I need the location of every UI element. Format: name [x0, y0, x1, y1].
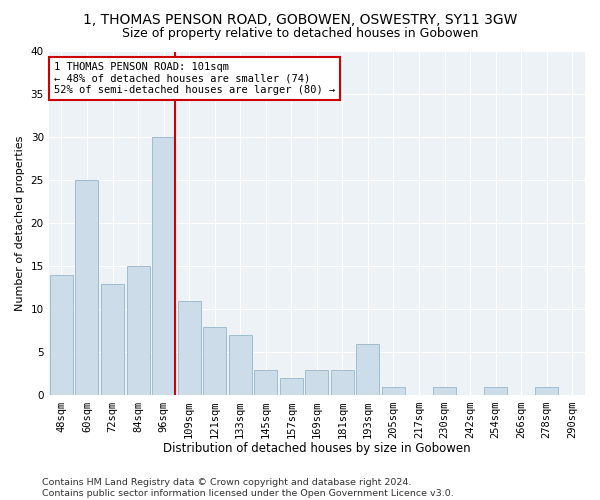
Bar — [280, 378, 303, 396]
Bar — [50, 275, 73, 396]
Bar — [331, 370, 354, 396]
Bar — [254, 370, 277, 396]
Bar — [229, 336, 252, 396]
Bar — [484, 387, 507, 396]
Bar — [535, 387, 558, 396]
Bar — [203, 326, 226, 396]
Bar — [433, 387, 456, 396]
Text: Contains HM Land Registry data © Crown copyright and database right 2024.
Contai: Contains HM Land Registry data © Crown c… — [42, 478, 454, 498]
Text: Size of property relative to detached houses in Gobowen: Size of property relative to detached ho… — [122, 28, 478, 40]
Bar — [152, 138, 175, 396]
Bar — [305, 370, 328, 396]
Bar — [178, 301, 200, 396]
Text: 1, THOMAS PENSON ROAD, GOBOWEN, OSWESTRY, SY11 3GW: 1, THOMAS PENSON ROAD, GOBOWEN, OSWESTRY… — [83, 12, 517, 26]
X-axis label: Distribution of detached houses by size in Gobowen: Distribution of detached houses by size … — [163, 442, 470, 455]
Bar — [356, 344, 379, 396]
Text: 1 THOMAS PENSON ROAD: 101sqm
← 48% of detached houses are smaller (74)
52% of se: 1 THOMAS PENSON ROAD: 101sqm ← 48% of de… — [54, 62, 335, 95]
Bar — [101, 284, 124, 396]
Y-axis label: Number of detached properties: Number of detached properties — [15, 136, 25, 311]
Bar — [76, 180, 98, 396]
Bar — [127, 266, 149, 396]
Bar — [382, 387, 405, 396]
